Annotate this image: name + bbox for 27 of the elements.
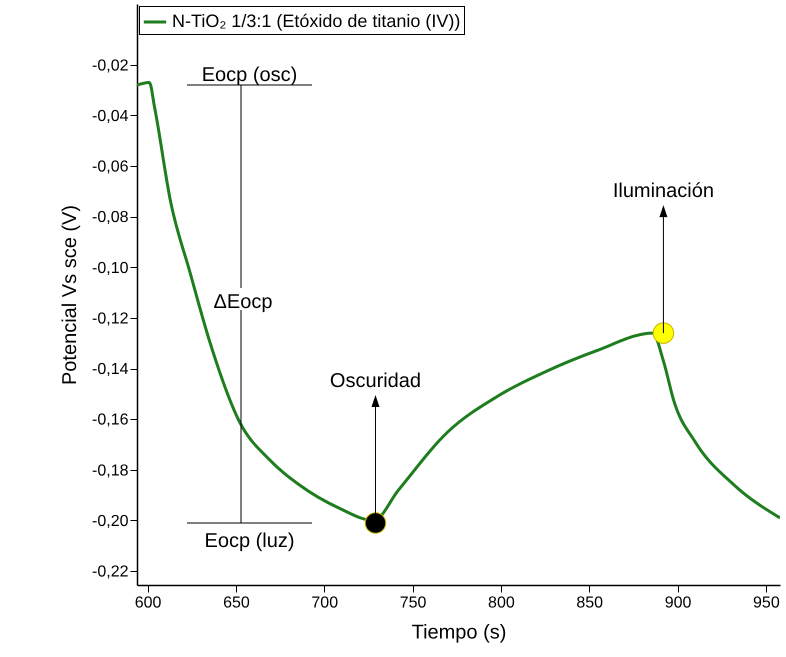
x-axis-title: Tiempo (s): [412, 622, 506, 644]
y-tick-label: -0,14: [92, 361, 129, 378]
y-tick-label: -0,04: [92, 108, 129, 125]
legend-label: N-TiO₂ 1/3:1 (Etóxido de titanio (IV)): [172, 11, 460, 31]
annotation: Eocp (luz): [204, 530, 295, 552]
x-tick-label: 850: [576, 594, 604, 612]
y-tick-label: -0,10: [92, 260, 129, 277]
x-tick-label: 650: [223, 594, 250, 612]
x-tick-label: 900: [664, 594, 692, 612]
x-tick-label: 600: [134, 594, 162, 612]
x-tick-label: 750: [400, 594, 427, 612]
y-tick-label: -0,02: [92, 57, 129, 74]
x-tick-label: 950: [753, 594, 780, 612]
y-tick-label: -0,20: [92, 512, 129, 530]
annotation: Oscuridad: [330, 370, 422, 392]
y-tick-label: -0,06: [92, 158, 129, 176]
annotation: Eocp (osc): [202, 64, 298, 86]
annotation: ΔEocp: [214, 290, 272, 313]
y-tick-label: -0,22: [92, 564, 129, 581]
annotation: Iluminación: [612, 180, 714, 202]
y-tick-label: -0,16: [92, 412, 129, 429]
y-tick-label: -0,18: [92, 462, 129, 480]
y-tick-label: -0,12: [92, 310, 129, 328]
y-axis-title: Potencial Vs sce (V): [59, 204, 82, 386]
x-tick-label: 700: [311, 594, 338, 612]
x-tick-label: 800: [488, 594, 515, 612]
y-tick-label: -0,08: [92, 209, 129, 226]
